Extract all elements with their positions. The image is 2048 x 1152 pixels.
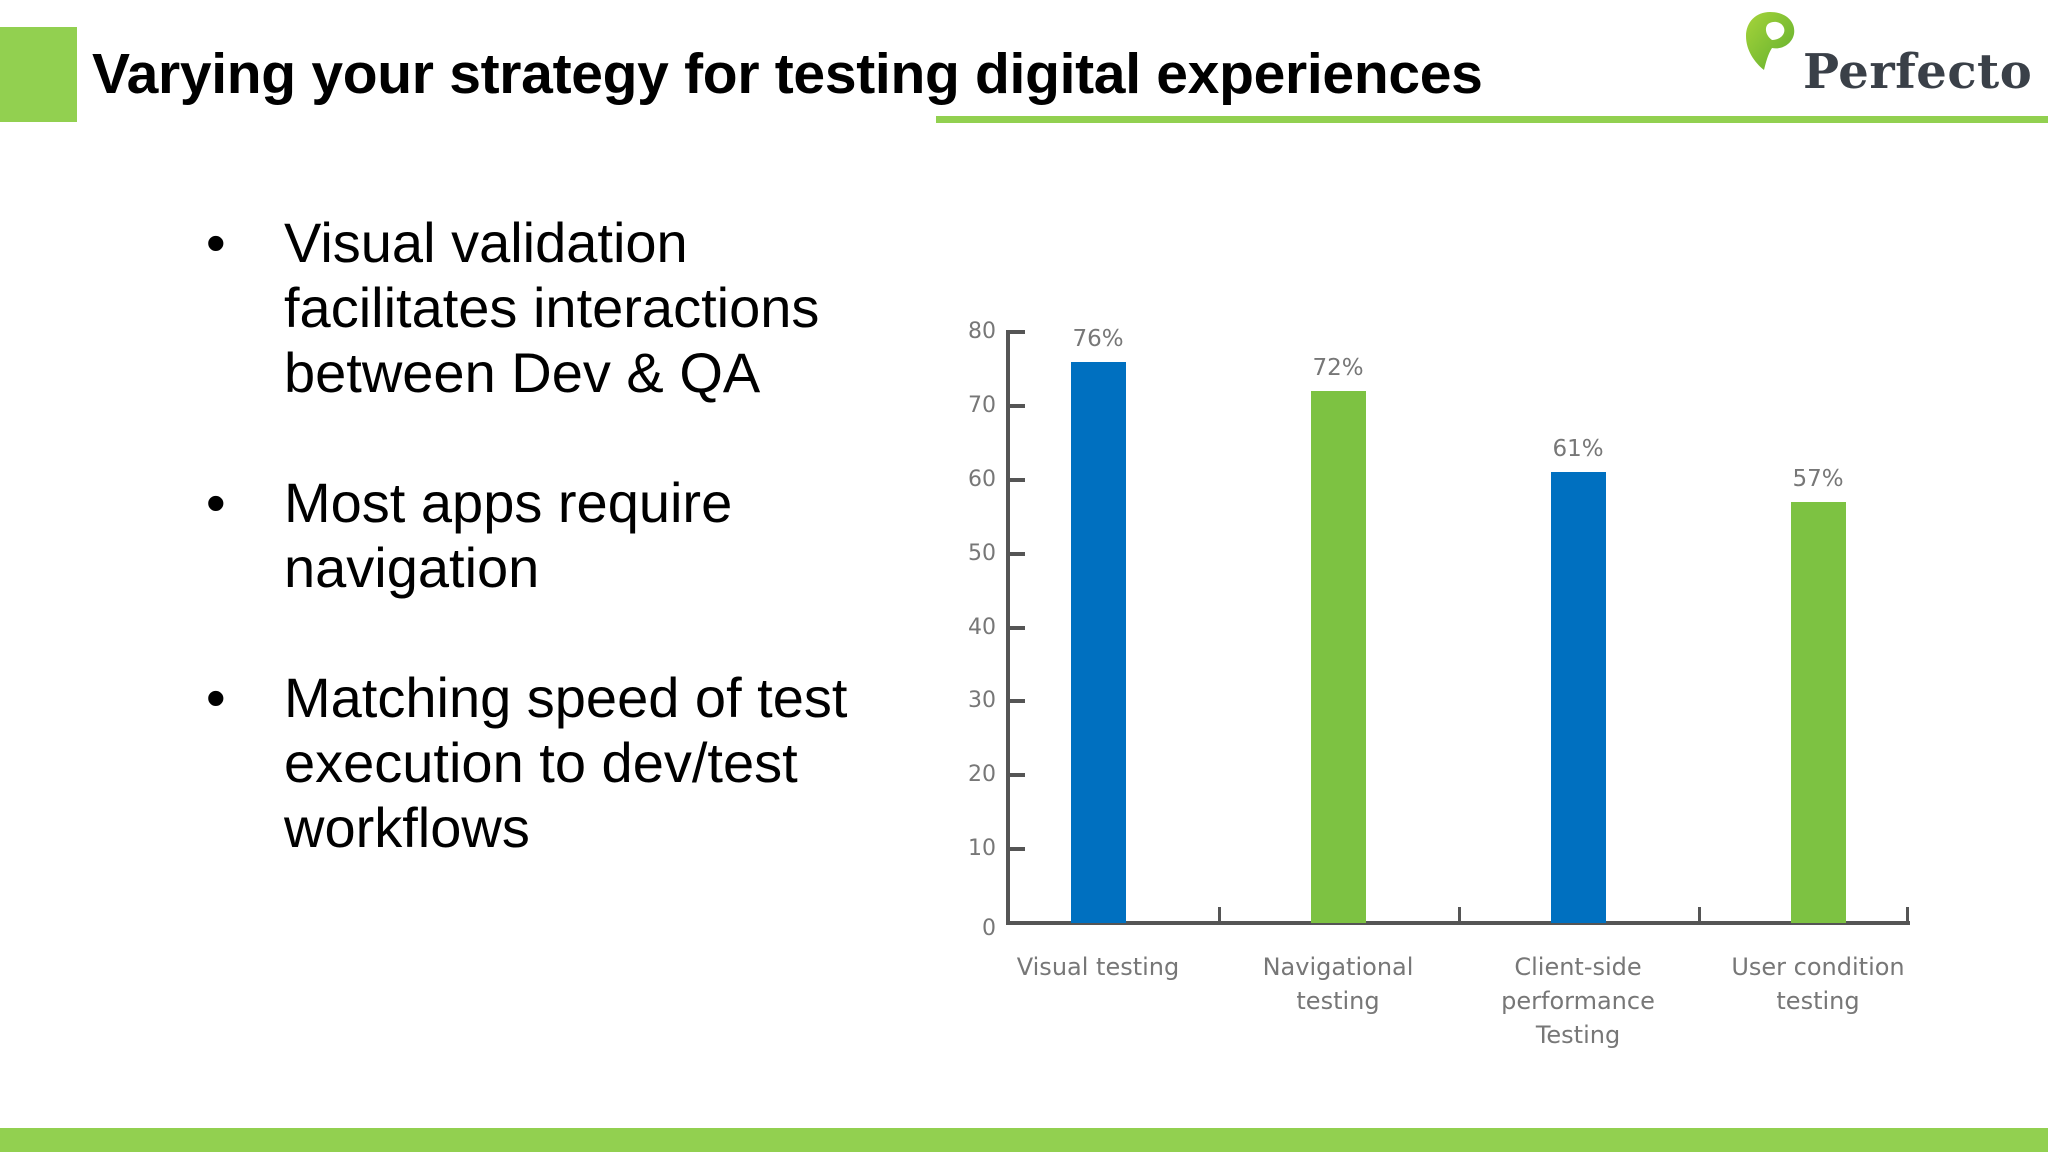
bar-value-label: 72%	[1312, 355, 1364, 382]
bullet-list: • Visual validation facilitates interactio…	[200, 210, 920, 925]
bar-value-label: 57%	[1792, 465, 1844, 492]
x-axis	[1006, 921, 1910, 925]
y-tick	[1008, 477, 1025, 482]
bullet-dot-icon: •	[206, 666, 226, 729]
perfecto-logo: Perfecto	[1740, 6, 2040, 106]
title-accent-square	[0, 27, 77, 122]
y-tick-label: 50	[968, 540, 996, 566]
bullet-item: • Visual validation facilitates interactio…	[200, 210, 920, 405]
y-tick	[1008, 699, 1025, 704]
x-category-label-line: Navigational	[1262, 953, 1414, 981]
x-category-label-line: Client-side	[1514, 953, 1642, 981]
y-tick	[1008, 625, 1025, 630]
bullet-text-line: between Dev & QA	[284, 341, 761, 404]
y-tick-label: 80	[968, 319, 996, 344]
bullet-text-line: Visual validation	[284, 211, 688, 274]
y-tick-label: 40	[968, 614, 996, 640]
x-category-label: Navigational testing	[1228, 950, 1448, 1018]
y-tick-label: 70	[968, 392, 996, 418]
y-tick	[1008, 847, 1025, 852]
bullet-text-line: Most apps require	[284, 471, 733, 534]
x-category-label-line: testing	[1296, 987, 1380, 1015]
x-category-label: Visual testing	[988, 950, 1208, 984]
x-category-label-line: testing	[1776, 987, 1860, 1015]
x-category-label: Client-side performance Testing	[1468, 950, 1688, 1052]
bar	[1071, 361, 1126, 923]
y-tick-label: 60	[968, 466, 996, 492]
title-underline	[936, 116, 2048, 123]
x-category-label: User condition testing	[1708, 950, 1928, 1018]
bar	[1791, 501, 1846, 923]
y-tick	[1008, 330, 1025, 334]
x-category-label-line: performance	[1501, 987, 1655, 1015]
x-category-label-line: Visual testing	[1016, 953, 1180, 981]
y-tick-label: 0	[982, 916, 996, 941]
bullet-dot-icon: •	[206, 211, 226, 274]
bullet-text-line: facilitates interactions	[284, 276, 820, 339]
bar-value-label: 76%	[1072, 325, 1124, 352]
bar	[1551, 472, 1606, 923]
y-tick	[1008, 403, 1025, 408]
x-category-label-line: User condition	[1731, 953, 1905, 981]
x-tick	[1906, 907, 1909, 923]
bar	[1311, 391, 1366, 923]
slide-title: Varying your strategy for testing digita…	[92, 42, 1483, 106]
x-tick	[1698, 907, 1701, 923]
bullet-text-line: Matching speed of test	[284, 666, 848, 729]
x-tick	[1218, 907, 1221, 923]
bullet-item: • Matching speed of test execution to dev/…	[200, 665, 920, 860]
y-tick-label: 10	[968, 836, 996, 862]
y-tick	[1008, 551, 1025, 556]
x-tick	[1458, 907, 1461, 923]
bullet-text-line: navigation	[284, 536, 540, 599]
y-tick-label: 20	[968, 762, 996, 788]
y-tick	[1008, 773, 1025, 778]
bullet-text-line: workflows	[284, 796, 530, 859]
y-tick-label: 30	[968, 688, 996, 714]
x-category-label-line: Testing	[1535, 1021, 1621, 1049]
perfecto-leaf-icon	[1746, 12, 1795, 70]
footer-accent-bar	[0, 1128, 2048, 1152]
bar-value-label: 61%	[1552, 436, 1604, 463]
bullet-dot-icon: •	[206, 471, 226, 534]
bullet-text-line: execution to dev/test	[284, 731, 798, 794]
bullet-item: • Most apps require navigation	[200, 470, 920, 600]
logo-wordmark: Perfecto	[1803, 44, 2033, 100]
